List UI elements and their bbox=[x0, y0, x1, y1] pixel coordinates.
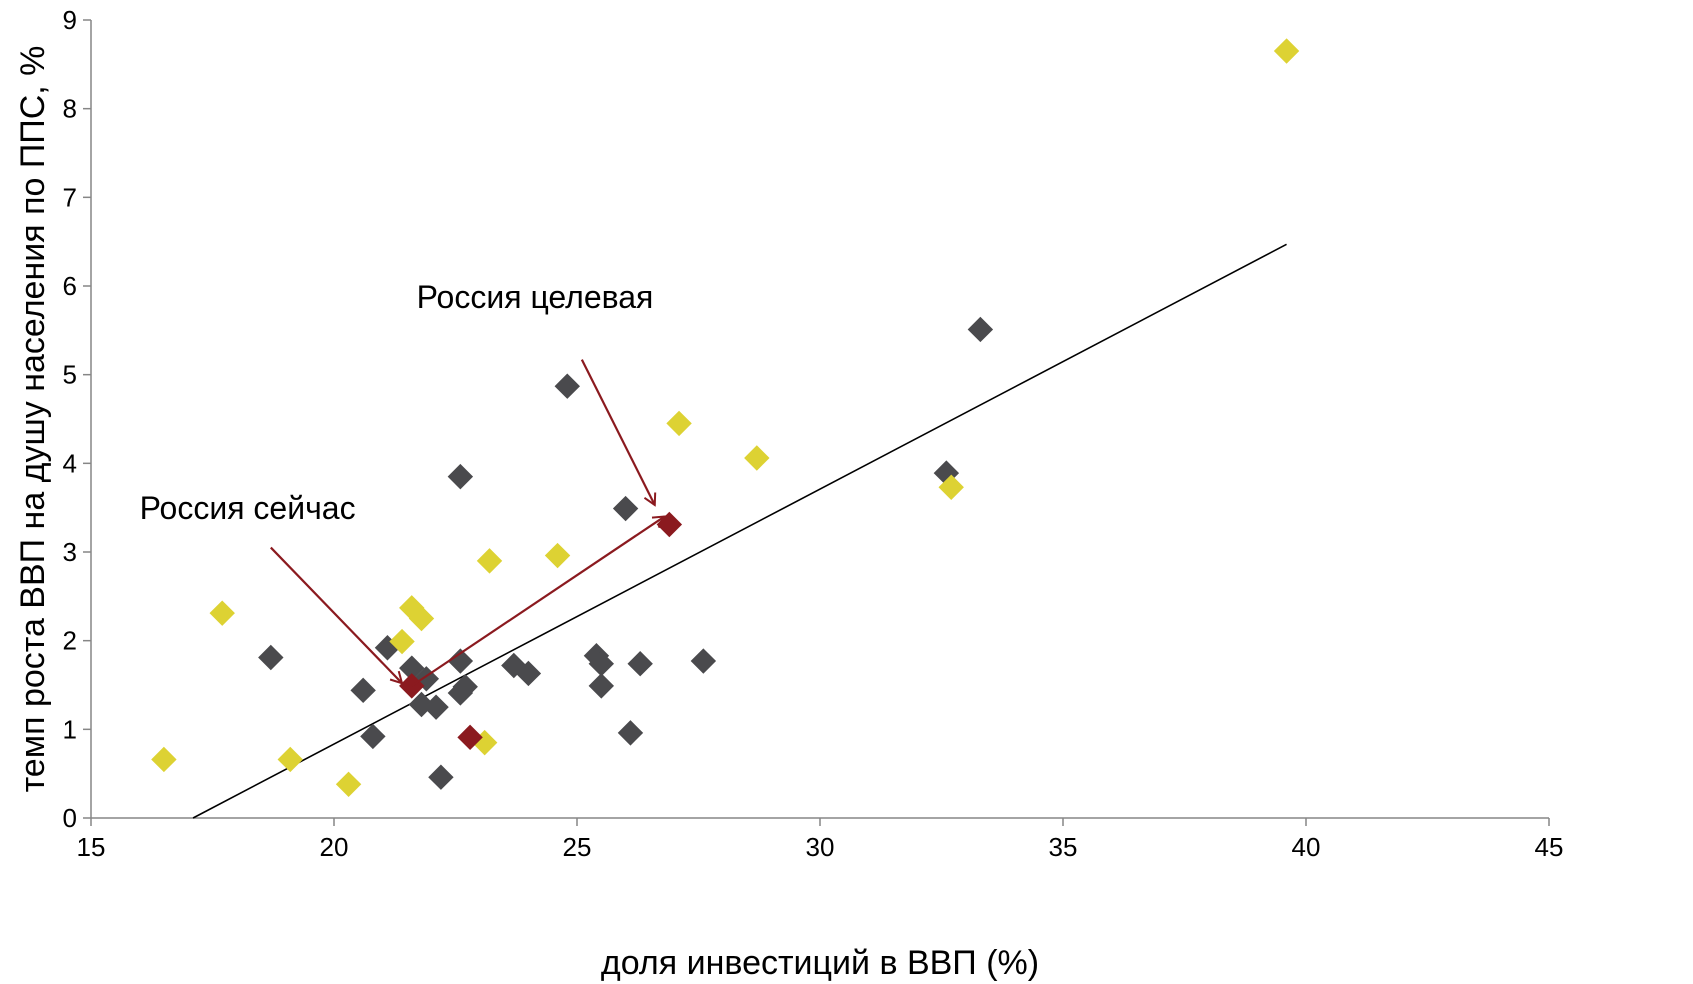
x-tick-label: 35 bbox=[1049, 832, 1078, 862]
data-point bbox=[335, 771, 362, 798]
x-tick-label: 15 bbox=[77, 832, 106, 862]
data-point bbox=[744, 445, 770, 471]
data-point bbox=[588, 673, 615, 699]
data-point bbox=[277, 746, 303, 773]
data-point bbox=[656, 511, 683, 538]
data-point bbox=[938, 474, 964, 500]
x-tick-label: 45 bbox=[1535, 832, 1564, 862]
y-tick-label: 2 bbox=[63, 626, 77, 656]
data-point bbox=[423, 694, 449, 720]
y-tick-label: 0 bbox=[63, 803, 77, 833]
data-point bbox=[209, 600, 235, 626]
y-axis-title: темп роста ВВП на душу населения по ППС,… bbox=[14, 46, 52, 793]
data-point bbox=[360, 723, 386, 750]
x-tick-label: 40 bbox=[1292, 832, 1321, 862]
annotation-arrow bbox=[270, 546, 402, 684]
trend-line bbox=[192, 243, 1287, 819]
data-points bbox=[151, 38, 1300, 798]
y-tick-label: 9 bbox=[63, 5, 77, 35]
y-tick-label: 7 bbox=[63, 182, 77, 212]
data-point bbox=[399, 673, 425, 699]
annotations: Россия целевая Россия сейчас bbox=[140, 279, 654, 526]
data-point bbox=[515, 660, 542, 687]
y-tick-label: 8 bbox=[63, 94, 77, 124]
data-point bbox=[612, 495, 639, 522]
y-tick-label: 6 bbox=[63, 271, 77, 301]
data-point bbox=[258, 644, 284, 671]
data-point bbox=[151, 746, 177, 773]
data-point bbox=[408, 605, 435, 632]
annotation-arrow bbox=[580, 359, 655, 505]
y-axis-ticks: 0 1 2 3 4 5 6 7 8 9 bbox=[63, 5, 91, 833]
data-point bbox=[627, 651, 653, 677]
x-tick-label: 25 bbox=[563, 832, 592, 862]
data-point bbox=[428, 764, 454, 790]
data-point bbox=[447, 463, 474, 490]
data-point bbox=[544, 542, 571, 569]
data-point bbox=[967, 316, 994, 343]
y-tick-label: 3 bbox=[63, 537, 77, 567]
data-point bbox=[350, 677, 376, 704]
data-point bbox=[452, 674, 478, 700]
russia-path-arrow bbox=[411, 517, 665, 687]
data-point bbox=[554, 373, 580, 399]
data-point bbox=[389, 628, 415, 655]
data-point bbox=[476, 548, 503, 574]
y-tick-label: 1 bbox=[63, 714, 77, 744]
x-tick-label: 30 bbox=[806, 832, 835, 862]
data-point bbox=[457, 724, 483, 751]
x-axis-title: доля инвестиций в ВВП (%) bbox=[601, 944, 1039, 982]
x-tick-label: 20 bbox=[320, 832, 349, 862]
data-point bbox=[690, 648, 717, 674]
data-point bbox=[408, 691, 435, 718]
data-point bbox=[617, 720, 644, 746]
y-tick-label: 5 bbox=[63, 360, 77, 390]
x-axis-ticks: 15 20 25 30 35 40 45 bbox=[77, 818, 1564, 862]
annotation-label: Россия целевая bbox=[417, 279, 654, 315]
annotation-arrows bbox=[270, 359, 665, 687]
annotation-label: Россия сейчас bbox=[140, 490, 356, 526]
data-point bbox=[447, 648, 474, 674]
y-tick-label: 4 bbox=[63, 448, 77, 478]
data-point bbox=[666, 410, 692, 437]
data-point bbox=[1273, 38, 1300, 64]
axes bbox=[90, 20, 1549, 819]
